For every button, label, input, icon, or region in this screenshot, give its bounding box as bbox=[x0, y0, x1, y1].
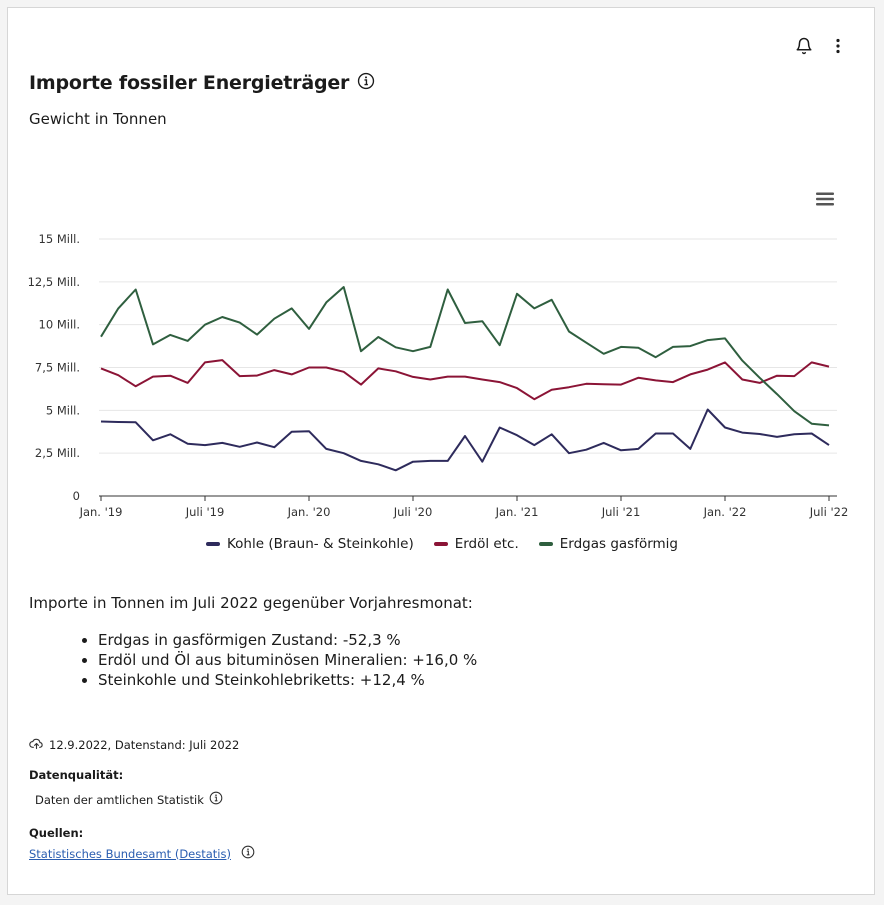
info-icon[interactable] bbox=[209, 791, 223, 808]
quality-row: Daten der amtlichen Statistik bbox=[35, 791, 223, 808]
y-tick-label: 0 bbox=[73, 489, 80, 503]
sources-label: Quellen: bbox=[29, 826, 84, 840]
x-tick-label: Jan. '20 bbox=[287, 505, 331, 519]
line-chart: 0 2,5 Mill. 5 Mill. 7,5 Mill. 10 Mill. 12,5 M… bbox=[28, 232, 849, 519]
card-actions bbox=[794, 36, 848, 56]
x-tick-label: Juli '20 bbox=[393, 505, 433, 519]
x-tick-label: Juli '19 bbox=[185, 505, 225, 519]
info-icon[interactable] bbox=[357, 72, 375, 94]
x-tick-label: Jan. '21 bbox=[495, 505, 539, 519]
info-icon[interactable] bbox=[241, 845, 255, 862]
legend-item[interactable]: Erdöl etc. bbox=[433, 536, 519, 552]
legend-label: Kohle (Braun- & Steinkohle) bbox=[226, 536, 414, 552]
y-tick-label: 12,5 Mill. bbox=[28, 275, 80, 289]
x-tick-label: Jan. '22 bbox=[703, 505, 747, 519]
chart-title: Importe fossiler Energieträger bbox=[29, 72, 350, 94]
legend-label: Erdöl etc. bbox=[454, 536, 519, 552]
quality-value: Daten der amtlichen Statistik bbox=[35, 792, 204, 807]
more-vertical-icon[interactable] bbox=[828, 36, 848, 56]
x-tick-label: Juli '22 bbox=[809, 505, 849, 519]
legend-item[interactable]: Erdgas gasförmig bbox=[538, 536, 679, 552]
source-row: Statistisches Bundesamt (Destatis) bbox=[29, 845, 255, 862]
change-list: Erdgas in gasförmigen Zustand: -52,3 % E… bbox=[80, 630, 477, 690]
series-line bbox=[100, 286, 830, 427]
y-tick-label: 5 Mill. bbox=[46, 403, 80, 417]
y-tick-label: 10 Mill. bbox=[39, 318, 80, 332]
x-tick-label: Jan. '19 bbox=[79, 505, 123, 519]
series-line bbox=[100, 408, 830, 472]
list-item: Erdöl und Öl aus bituminösen Mineralien:… bbox=[98, 650, 477, 670]
dashboard-card: Importe fossiler Energieträger Gewicht i… bbox=[7, 7, 875, 895]
description-heading: Importe in Tonnen im Juli 2022 gegenüber… bbox=[29, 594, 473, 612]
x-tick-label: Juli '21 bbox=[601, 505, 641, 519]
legend-swatch bbox=[433, 542, 448, 546]
list-item: Erdgas in gasförmigen Zustand: -52,3 % bbox=[98, 630, 477, 650]
chart-legend: Kohle (Braun- & Steinkohle) Erdöl etc. Erd… bbox=[8, 536, 876, 552]
y-tick-label: 2,5 Mill. bbox=[35, 446, 80, 460]
chart-subtitle: Gewicht in Tonnen bbox=[29, 110, 167, 128]
y-tick-label: 7,5 Mill. bbox=[35, 361, 80, 375]
quality-label: Datenqualität: bbox=[29, 768, 124, 782]
title-row: Importe fossiler Energieträger bbox=[29, 72, 375, 94]
legend-item[interactable]: Kohle (Braun- & Steinkohle) bbox=[205, 536, 414, 552]
hamburger-menu-icon[interactable] bbox=[816, 191, 834, 210]
legend-swatch bbox=[205, 542, 220, 546]
upload-date: 12.9.2022, Datenstand: Juli 2022 bbox=[49, 738, 240, 752]
upload-info: 12.9.2022, Datenstand: Juli 2022 bbox=[29, 737, 239, 753]
bell-icon[interactable] bbox=[794, 36, 814, 56]
list-item: Steinkohle und Steinkohlebriketts: +12,4… bbox=[98, 670, 477, 690]
source-link[interactable]: Statistisches Bundesamt (Destatis) bbox=[29, 846, 231, 861]
cloud-upload-icon bbox=[29, 737, 44, 753]
y-tick-label: 15 Mill. bbox=[39, 232, 80, 246]
legend-label: Erdgas gasförmig bbox=[559, 536, 679, 552]
series-line bbox=[100, 359, 830, 401]
legend-swatch bbox=[538, 542, 553, 546]
